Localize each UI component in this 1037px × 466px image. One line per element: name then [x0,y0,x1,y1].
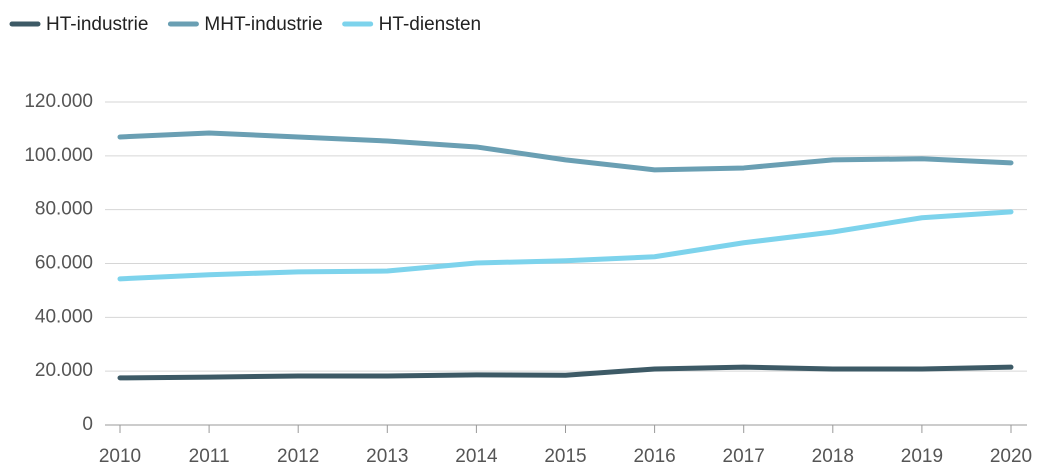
x-tick-label: 2018 [812,446,854,466]
y-tick-label: 100.000 [24,145,93,166]
y-tick-label: 120.000 [24,91,93,112]
y-tick-label: 20.000 [35,360,93,381]
legend-label: MHT-industrie [204,14,322,35]
legend-label: HT-diensten [379,14,481,35]
x-tick-label: 2014 [455,446,498,466]
x-tick-label: 2011 [189,446,230,466]
x-tick-label: 2015 [544,446,586,466]
y-tick-label: 60.000 [35,253,93,274]
x-tick-label: 2012 [277,446,319,466]
x-tick-label: 2016 [633,446,675,466]
x-tick-label: 2013 [366,446,408,466]
legend-label: HT-industrie [46,14,148,35]
y-tick-label: 0 [82,414,93,435]
series-line [117,130,1014,173]
y-tick-label: 80.000 [35,199,93,220]
series-line [117,209,1014,282]
x-tick-label: 2020 [990,446,1032,466]
y-tick-label: 40.000 [35,306,93,327]
x-tick-label: 2010 [99,446,141,466]
legend: HT-industrie MHT-industrie HT-diensten [9,14,481,35]
x-tick-label: 2019 [901,446,943,466]
series-line [117,364,1014,381]
x-tick-label: 2017 [723,446,765,466]
